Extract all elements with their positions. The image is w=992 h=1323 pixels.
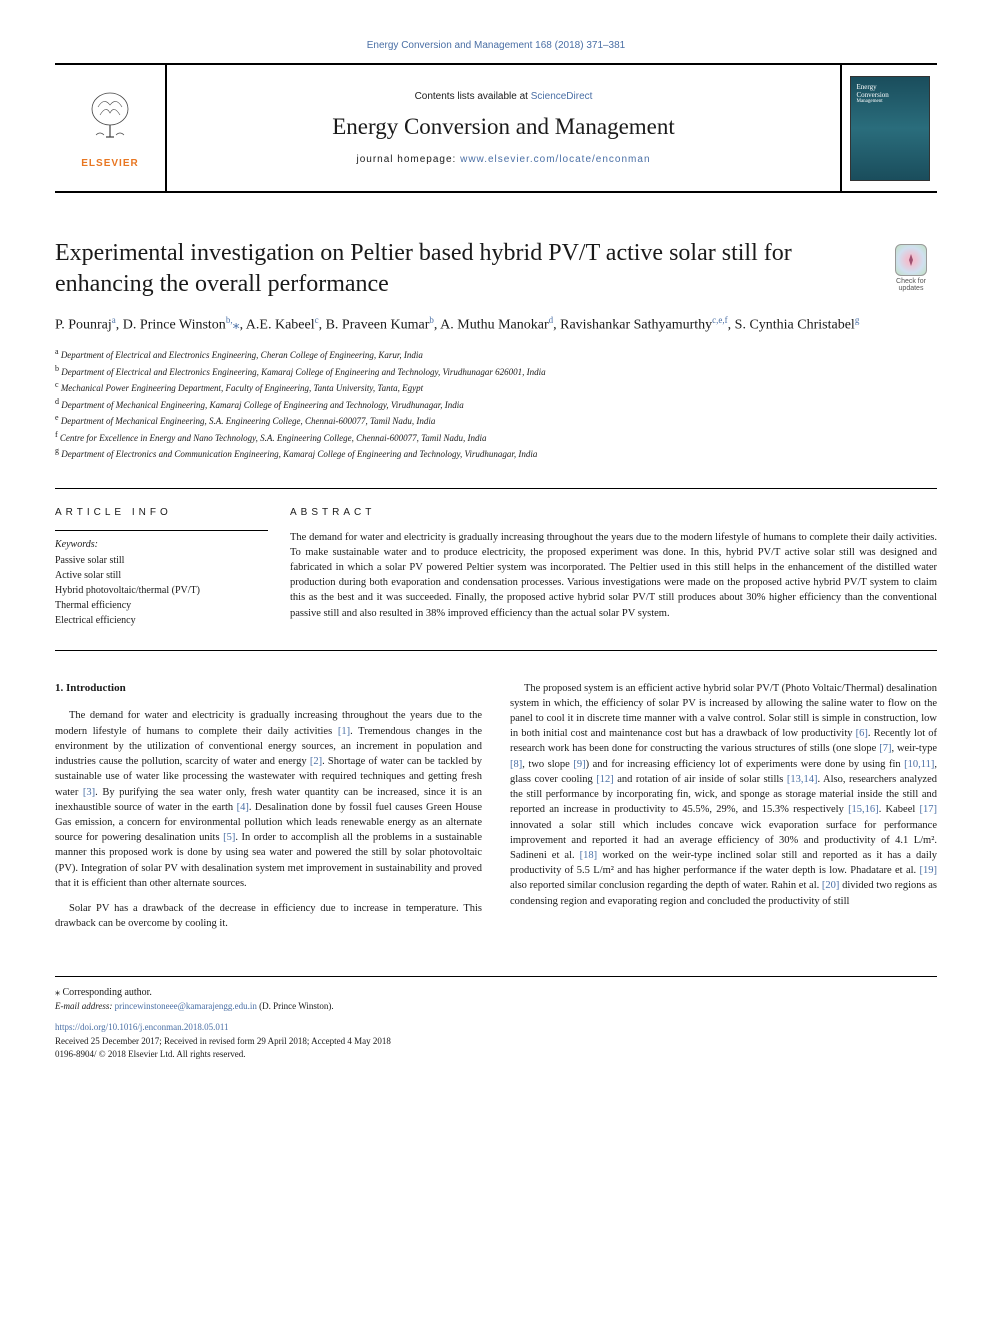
masthead-center: Contents lists available at ScienceDirec… bbox=[165, 65, 842, 191]
keyword-item: Passive solar still bbox=[55, 553, 268, 568]
received-line: Received 25 December 2017; Received in r… bbox=[55, 1035, 937, 1049]
article-head: Check for updates Experimental investiga… bbox=[55, 238, 937, 462]
article-title: Experimental investigation on Peltier ba… bbox=[55, 238, 937, 300]
check-updates[interactable]: Check for updates bbox=[885, 244, 937, 292]
keyword-item: Hybrid photovoltaic/thermal (PV/T) bbox=[55, 583, 268, 598]
homepage-link[interactable]: www.elsevier.com/locate/enconman bbox=[460, 154, 650, 165]
check-updates-label: Check for updates bbox=[885, 278, 937, 292]
cover-line3: Management bbox=[857, 99, 923, 104]
affiliations: a Department of Electrical and Electroni… bbox=[55, 346, 937, 462]
article-info-heading: ARTICLE INFO bbox=[55, 507, 268, 518]
footer: ⁎ Corresponding author. E-mail address: … bbox=[55, 976, 937, 1062]
email-label: E-mail address: bbox=[55, 1001, 115, 1011]
keyword-item: Active solar still bbox=[55, 568, 268, 583]
publisher-block: ELSEVIER bbox=[55, 65, 165, 191]
article-info-column: ARTICLE INFO Keywords: Passive solar sti… bbox=[55, 507, 290, 628]
body-right-column: The proposed system is an efficient acti… bbox=[510, 681, 937, 942]
abstract-text: The demand for water and electricity is … bbox=[290, 530, 937, 621]
keyword-item: Thermal efficiency bbox=[55, 598, 268, 613]
homepage-prefix: journal homepage: bbox=[356, 154, 460, 165]
citation-header: Energy Conversion and Management 168 (20… bbox=[55, 40, 937, 51]
cover-line1: Energy bbox=[857, 83, 923, 91]
affiliation-line: g Department of Electronics and Communic… bbox=[55, 445, 937, 462]
email-link[interactable]: princewinstoneee@kamarajengg.edu.in bbox=[115, 1001, 257, 1011]
issn-line: 0196-8904/ © 2018 Elsevier Ltd. All righ… bbox=[55, 1048, 937, 1062]
info-abstract-row: ARTICLE INFO Keywords: Passive solar sti… bbox=[55, 488, 937, 651]
journal-title: Energy Conversion and Management bbox=[332, 114, 675, 140]
corr-star-icon: ⁎ Corresponding author. bbox=[55, 987, 152, 998]
journal-cover-icon: Energy Conversion Management bbox=[850, 76, 930, 181]
masthead: ELSEVIER Contents lists available at Sci… bbox=[55, 63, 937, 193]
elsevier-tree-icon bbox=[80, 87, 140, 155]
check-updates-icon bbox=[895, 244, 927, 276]
affiliation-line: b Department of Electrical and Electroni… bbox=[55, 363, 937, 380]
body-left-column: 1. Introduction The demand for water and… bbox=[55, 681, 482, 942]
doi-link[interactable]: https://doi.org/10.1016/j.enconman.2018.… bbox=[55, 1021, 937, 1035]
affiliation-line: f Centre for Excellence in Energy and Na… bbox=[55, 429, 937, 446]
cover-thumb-block: Energy Conversion Management bbox=[842, 65, 937, 191]
publisher-label: ELSEVIER bbox=[81, 158, 138, 169]
contents-prefix: Contents lists available at bbox=[415, 91, 531, 102]
abstract-column: ABSTRACT The demand for water and electr… bbox=[290, 507, 937, 628]
homepage-line: journal homepage: www.elsevier.com/locat… bbox=[356, 154, 650, 165]
affiliation-line: c Mechanical Power Engineering Departmen… bbox=[55, 379, 937, 396]
affiliation-line: d Department of Mechanical Engineering, … bbox=[55, 396, 937, 413]
email-line: E-mail address: princewinstoneee@kamaraj… bbox=[55, 1000, 937, 1014]
authors: P. Pounraja, D. Prince Winstonb,⁎, A.E. … bbox=[55, 314, 937, 336]
contents-line: Contents lists available at ScienceDirec… bbox=[415, 91, 593, 102]
keywords-label: Keywords: bbox=[55, 539, 268, 550]
keywords-list: Passive solar stillActive solar stillHyb… bbox=[55, 553, 268, 628]
keyword-item: Electrical efficiency bbox=[55, 613, 268, 628]
body-columns: 1. Introduction The demand for water and… bbox=[55, 681, 937, 942]
body-paragraph: The demand for water and electricity is … bbox=[55, 708, 482, 891]
body-paragraph: The proposed system is an efficient acti… bbox=[510, 681, 937, 909]
citation-link[interactable]: Energy Conversion and Management 168 (20… bbox=[367, 40, 626, 51]
info-rule bbox=[55, 530, 268, 531]
affiliation-line: a Department of Electrical and Electroni… bbox=[55, 346, 937, 363]
cover-line2: Conversion bbox=[857, 91, 923, 99]
affiliation-line: e Department of Mechanical Engineering, … bbox=[55, 412, 937, 429]
intro-heading: 1. Introduction bbox=[55, 681, 482, 697]
email-name: (D. Prince Winston). bbox=[257, 1001, 334, 1011]
sciencedirect-link[interactable]: ScienceDirect bbox=[531, 91, 593, 102]
abstract-heading: ABSTRACT bbox=[290, 507, 937, 518]
corresponding-author: ⁎ Corresponding author. bbox=[55, 985, 937, 1000]
body-paragraph: Solar PV has a drawback of the decrease … bbox=[55, 901, 482, 931]
